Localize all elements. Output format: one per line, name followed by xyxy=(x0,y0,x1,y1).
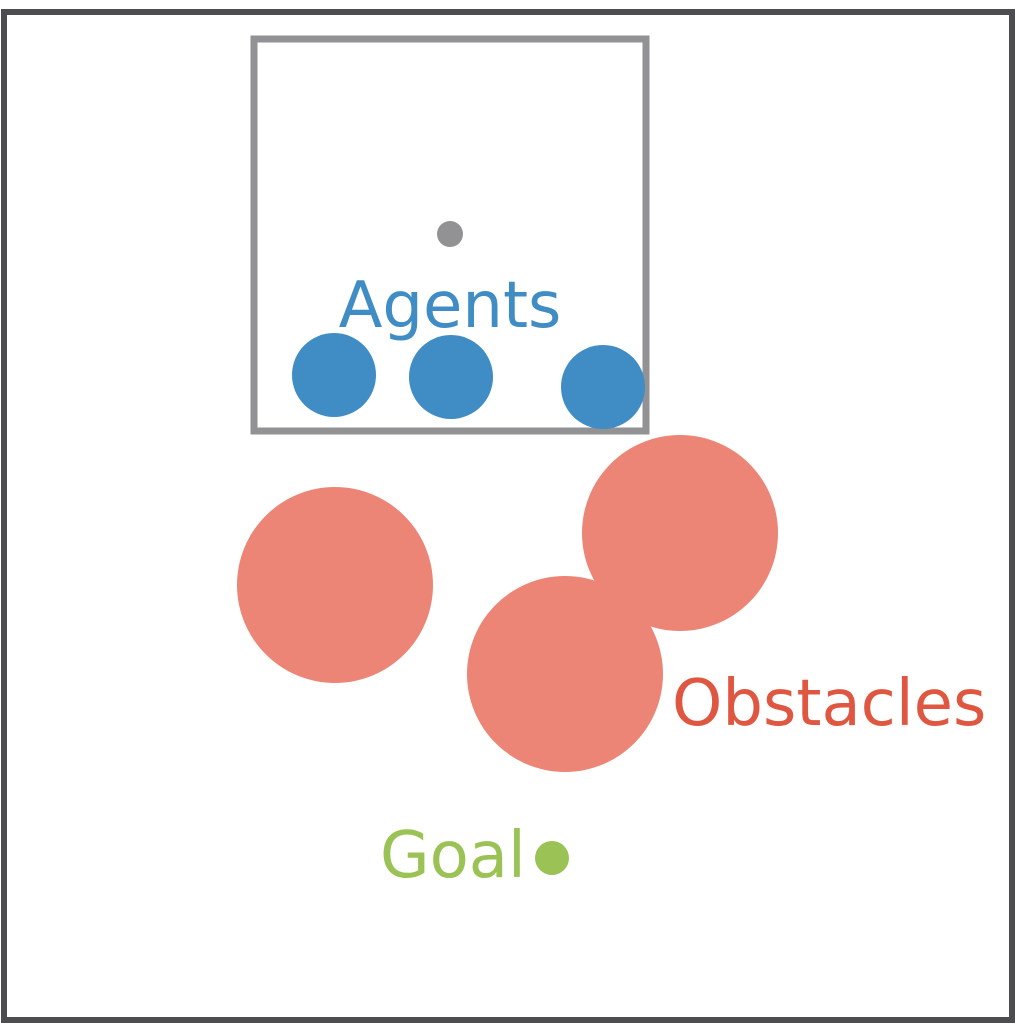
agent-3 xyxy=(561,345,645,429)
agent-1 xyxy=(292,333,376,417)
obstacle-1 xyxy=(237,487,433,683)
obstacles-label: Obstacles xyxy=(672,667,986,741)
obstacle-3 xyxy=(467,576,663,772)
spawn-center-marker xyxy=(437,221,463,247)
goal-marker xyxy=(535,841,569,875)
agent-2 xyxy=(409,335,493,419)
goal-label: Goal xyxy=(380,819,526,893)
agents-label: Agents xyxy=(339,269,562,343)
